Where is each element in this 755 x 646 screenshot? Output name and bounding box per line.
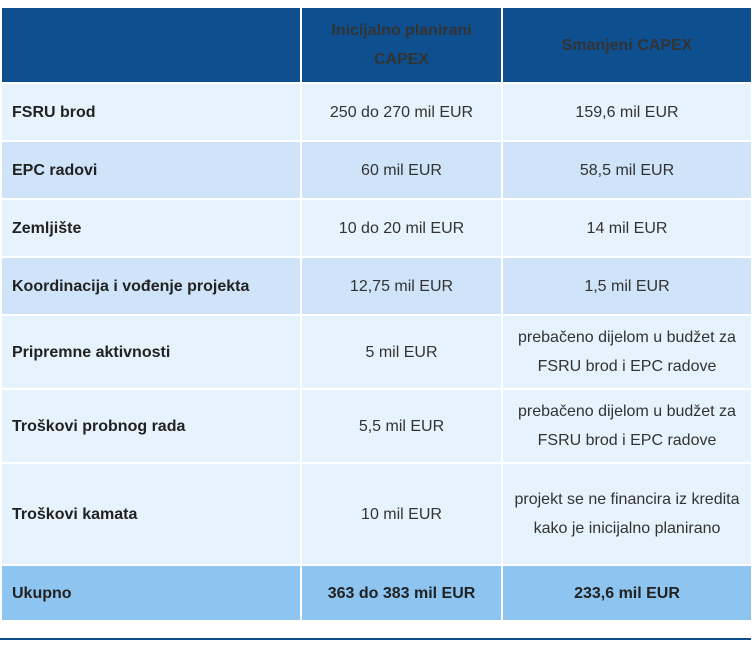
header-empty-cell [0, 6, 302, 84]
row-label: Pripremne aktivnosti [0, 314, 302, 390]
reduced-value: prebačeno dijelom u budžet za FSRU brod … [501, 388, 753, 464]
total-label: Ukupno [0, 564, 302, 622]
row-label: Troškovi probnog rada [0, 388, 302, 464]
initial-value: 12,75 mil EUR [300, 256, 503, 316]
table-row: Koordinacija i vođenje projekta 12,75 mi… [0, 256, 753, 316]
total-initial-value: 363 do 383 mil EUR [300, 564, 503, 622]
reduced-value: 58,5 mil EUR [501, 140, 753, 200]
row-label: FSRU brod [0, 82, 302, 142]
table-row: Zemljište 10 do 20 mil EUR 14 mil EUR [0, 198, 753, 258]
initial-value: 5 mil EUR [300, 314, 503, 390]
initial-value: 5,5 mil EUR [300, 388, 503, 464]
table-row: EPC radovi 60 mil EUR 58,5 mil EUR [0, 140, 753, 200]
reduced-value: 1,5 mil EUR [501, 256, 753, 316]
header-row: Inicijalno planirani CAPEX Smanjeni CAPE… [0, 6, 753, 84]
table-bottom-border [0, 638, 751, 640]
initial-value: 10 mil EUR [300, 462, 503, 566]
initial-value: 10 do 20 mil EUR [300, 198, 503, 258]
table-row: FSRU brod 250 do 270 mil EUR 159,6 mil E… [0, 82, 753, 142]
row-label: Zemljište [0, 198, 302, 258]
table-row: Pripremne aktivnosti 5 mil EUR prebačeno… [0, 314, 753, 390]
row-label: Troškovi kamata [0, 462, 302, 566]
reduced-value: 14 mil EUR [501, 198, 753, 258]
row-label: Koordinacija i vođenje projekta [0, 256, 302, 316]
initial-value: 60 mil EUR [300, 140, 503, 200]
reduced-value: 159,6 mil EUR [501, 82, 753, 142]
table-row: Troškovi kamata 10 mil EUR projekt se ne… [0, 462, 753, 566]
header-initial-capex: Inicijalno planirani CAPEX [300, 6, 503, 84]
total-reduced-value: 233,6 mil EUR [501, 564, 753, 622]
reduced-value: prebačeno dijelom u budžet za FSRU brod … [501, 314, 753, 390]
initial-value: 250 do 270 mil EUR [300, 82, 503, 142]
reduced-value: projekt se ne financira iz kredita kako … [501, 462, 753, 566]
total-row: Ukupno 363 do 383 mil EUR 233,6 mil EUR [0, 564, 753, 622]
table-row: Troškovi probnog rada 5,5 mil EUR prebač… [0, 388, 753, 464]
capex-table: Inicijalno planirani CAPEX Smanjeni CAPE… [0, 6, 753, 622]
header-reduced-capex: Smanjeni CAPEX [501, 6, 753, 84]
row-label: EPC radovi [0, 140, 302, 200]
